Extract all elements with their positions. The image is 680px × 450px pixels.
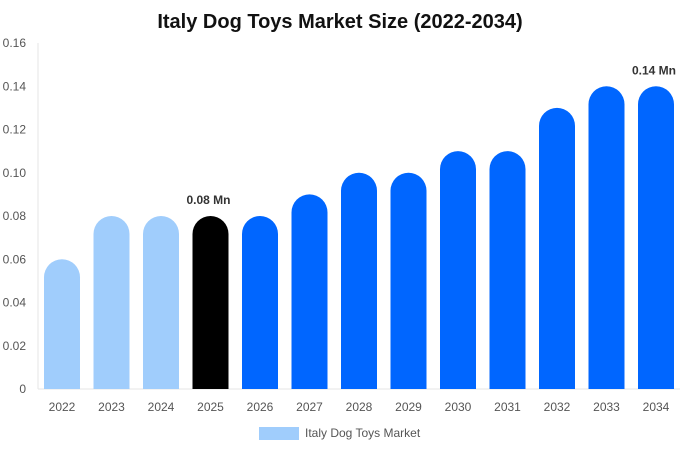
- chart-title: Italy Dog Toys Market Size (2022-2034): [157, 11, 522, 33]
- data-labels: 0.08 Mn 0.14 Mn: [186, 63, 676, 207]
- y-tick-label: 0.12: [3, 123, 27, 137]
- x-tick-label: 2031: [494, 400, 521, 414]
- legend-swatch: [259, 427, 299, 440]
- y-tick-label: 0.02: [3, 339, 27, 353]
- y-tick-label: 0.16: [3, 36, 27, 50]
- bar-2029[interactable]: [390, 172, 427, 389]
- x-tick-label: 2027: [296, 400, 323, 414]
- bar-2033[interactable]: [588, 86, 625, 389]
- x-tick-label: 2025: [197, 400, 224, 414]
- x-axis: 2022 2023 2024 2025 2026 2027 2028 2029 2030 2031…: [38, 388, 680, 414]
- bar-2025[interactable]: [192, 216, 229, 389]
- legend[interactable]: Italy Dog Toys Market: [259, 426, 421, 440]
- bar-2028[interactable]: [341, 172, 377, 389]
- y-tick-label: 0.06: [3, 252, 27, 266]
- bar-2032[interactable]: [539, 107, 575, 390]
- legend-label: Italy Dog Toys Market: [305, 426, 421, 440]
- y-tick-label: 0.10: [3, 166, 27, 180]
- bar-2034[interactable]: [638, 86, 674, 389]
- data-label: 0.08 Mn: [186, 193, 230, 207]
- bars: [44, 86, 674, 390]
- y-tick-label: 0: [19, 382, 26, 396]
- x-tick-label: 2028: [346, 400, 373, 414]
- x-tick-label: 2023: [98, 400, 125, 414]
- y-axis: 0 0.02 0.04 0.06 0.08 0.10 0.12 0.14 0.16: [3, 36, 39, 396]
- x-tick-label: 2024: [148, 400, 175, 414]
- x-tick-label: 2026: [247, 400, 274, 414]
- x-tick-label: 2022: [49, 400, 76, 414]
- bar-2023[interactable]: [93, 216, 130, 389]
- x-tick-label: 2029: [395, 400, 422, 414]
- x-tick-label: 2033: [593, 400, 620, 414]
- bar-2024[interactable]: [143, 216, 179, 389]
- bar-2022[interactable]: [44, 259, 80, 389]
- data-label: 0.14 Mn: [632, 63, 676, 77]
- y-tick-label: 0.04: [3, 296, 27, 310]
- bar-2027[interactable]: [291, 194, 328, 389]
- bar-2031[interactable]: [489, 151, 526, 389]
- x-tick-label: 2032: [544, 400, 571, 414]
- x-tick-label: 2034: [643, 400, 670, 414]
- y-tick-label: 0.08: [3, 209, 27, 223]
- y-tick-label: 0.14: [3, 79, 27, 93]
- bar-2030[interactable]: [440, 151, 476, 389]
- bar-2026[interactable]: [242, 216, 278, 389]
- x-tick-label: 2030: [445, 400, 472, 414]
